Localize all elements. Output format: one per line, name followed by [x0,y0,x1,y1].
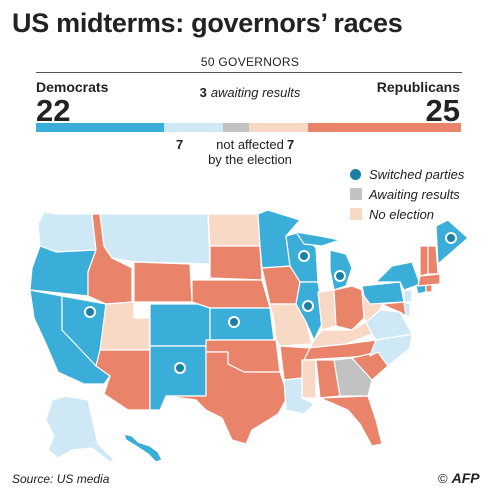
state-florida [319,395,383,447]
state-montana [99,213,211,265]
switched-marker-maine [445,232,457,244]
state-massachusetts [417,273,441,287]
state-south-dakota [209,245,263,281]
legend-awaiting-label: Awaiting results [369,186,460,202]
source-note: Source: US media [12,472,110,486]
state-hawaii [123,433,163,463]
dem-not-affected-count: 7 [176,137,184,152]
state-maryland [381,301,407,317]
copyright-symbol: © [438,470,448,486]
state-michigan-upper [295,231,341,247]
state-mississippi [301,359,317,399]
bar-segment-democrats-not-affected [163,123,223,132]
no-election-swatch-icon [350,208,362,220]
legend-awaiting: Awaiting results [350,184,464,204]
state-new-jersey [403,289,413,303]
switched-marker-nevada [84,306,96,318]
awaiting-results-summary: 3 awaiting results [0,85,500,100]
awaiting-count: 3 [199,85,207,100]
state-georgia [333,357,373,397]
state-michigan [329,249,353,291]
seat-bar [36,123,461,132]
state-alaska [45,395,115,463]
democrats-count: 22 [36,93,71,128]
state-washington [37,211,97,253]
bar-segment-democrats [36,123,164,132]
afp-logo-text: AFP [451,470,480,486]
state-nebraska [191,279,271,309]
switched-marker-kansas [228,316,240,328]
switched-dot-icon [350,168,361,180]
state-new-hampshire [427,245,439,275]
state-kansas [209,307,275,341]
legend-no-election: No election [350,204,464,224]
switched-marker-michigan [334,270,346,282]
republicans-label: Republicans [376,79,460,95]
state-oregon [29,245,97,297]
legend-switched: Switched parties [350,164,464,184]
state-delaware [403,301,411,317]
not-affected-line2: by the election [208,152,292,167]
switched-marker-wisconsin [298,250,310,262]
state-wyoming [133,261,193,303]
switched-marker-illinois [302,300,314,312]
switched-marker-new-mexico [174,362,186,374]
page-title: US midterms: governors’ races [12,8,403,38]
bar-segment-republicans-not-affected [248,123,308,132]
afp-logo: © AFP [438,470,480,486]
awaiting-swatch-icon [350,188,362,200]
awaiting-label: awaiting results [210,85,301,100]
legend-no-election-label: No election [369,206,435,222]
state-vermont [419,245,429,277]
state-texas [165,351,289,445]
bar-segment-republicans [308,123,461,132]
state-pennsylvania [361,281,405,305]
legend-switched-label: Switched parties [369,166,465,182]
total-governors-label: 50 GOVERNORS [200,55,300,69]
state-utah [99,301,151,351]
republicans-count: 25 [425,93,460,128]
rep-not-affected-count: 7 [287,137,295,152]
not-affected-label: not affected by the election [0,137,500,167]
democrats-label: Democrats [36,79,109,95]
legend: Switched parties Awaiting results No ele… [350,164,464,224]
total-rule [36,72,462,73]
state-ohio [333,285,365,331]
state-north-dakota [207,213,261,247]
bar-segment-awaiting [223,123,249,132]
state-colorado [149,303,211,347]
not-affected-line1: not affected [216,137,284,152]
